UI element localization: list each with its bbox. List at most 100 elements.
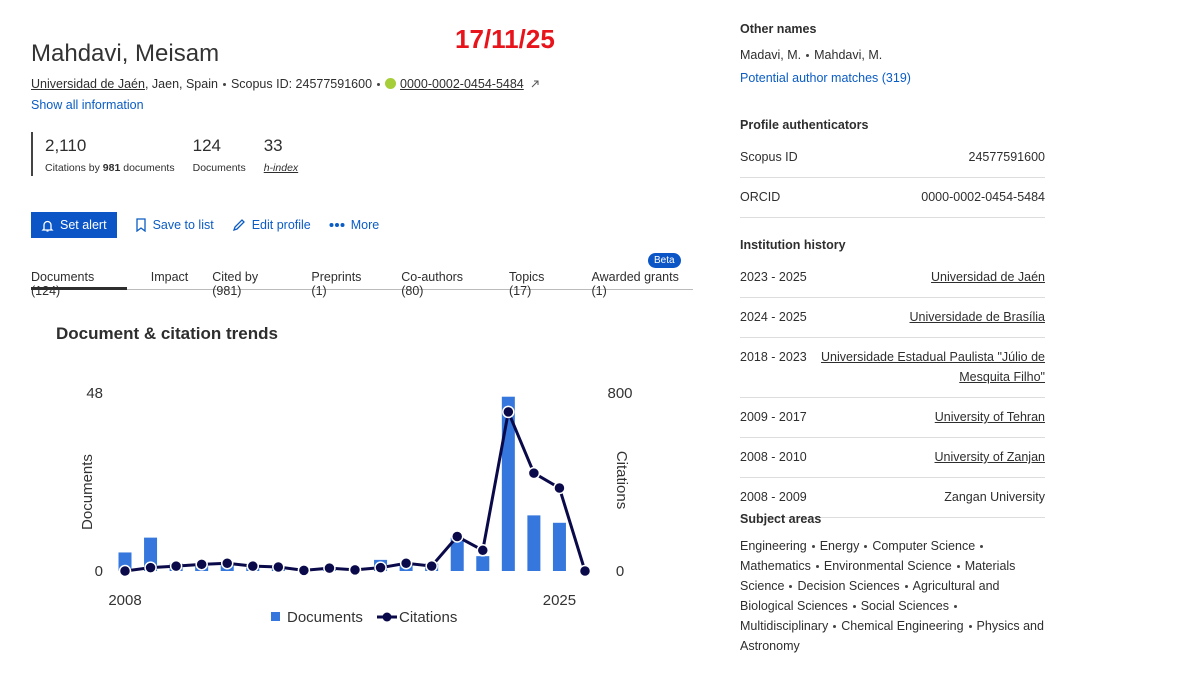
set-alert-button[interactable]: Set alert — [31, 212, 117, 238]
location: , Jaen, Spain — [144, 77, 218, 91]
metric: 33 h-index — [264, 132, 298, 176]
row: Scopus ID 24577591600 — [740, 138, 1045, 178]
metric-value: 33 — [263, 136, 283, 155]
action-label: More — [350, 218, 380, 232]
x-tick-label: 2025 — [543, 592, 576, 609]
line-marker — [527, 466, 541, 480]
metric-count: 981 — [102, 162, 121, 174]
other-name: Madavi, M. — [740, 48, 802, 62]
institution-link[interactable]: University of Tehran — [934, 410, 1045, 424]
bar — [552, 522, 566, 571]
metric-label[interactable]: h-index — [263, 162, 299, 174]
separator — [864, 545, 868, 549]
tab[interactable]: Impact — [150, 270, 189, 284]
line-marker — [502, 405, 515, 419]
institutions: 2023 - 2025 Universidad de Jaén 2024 - 202… — [740, 258, 1045, 518]
y2-tick-label: 0 — [616, 563, 624, 580]
row-label: 2008 - 2010 — [740, 450, 807, 464]
tab[interactable]: Awarded grants (1) — [591, 270, 679, 298]
tab[interactable]: Topics (17) — [509, 270, 545, 298]
button-label: Set alert — [60, 218, 107, 232]
subject: Engineering — [740, 539, 807, 553]
edit-action[interactable]: Edit profile — [232, 218, 311, 232]
metric-value: 124 — [192, 136, 221, 155]
row: 2024 - 2025 Universidade de Brasília — [740, 298, 1045, 338]
subject: Mathematics — [740, 559, 811, 573]
metric-value: 2,110 — [45, 136, 87, 155]
y-tick-label: 48 — [86, 385, 103, 402]
y2-axis-title: Citations — [613, 451, 630, 509]
row: 2009 - 2017 University of Tehran — [740, 398, 1045, 438]
line-marker — [578, 564, 592, 578]
row-label: 2023 - 2025 — [740, 270, 807, 284]
author-matches-link[interactable]: Potential author matches (319) — [740, 71, 911, 85]
metrics: 2,110 Citations by 981 documents 124 Doc… — [31, 132, 298, 176]
separator — [815, 565, 819, 569]
citation-line — [124, 406, 587, 573]
orcid-icon — [385, 78, 397, 89]
line-marker — [323, 561, 336, 575]
separator — [222, 83, 226, 87]
legend-label: Documents — [287, 609, 363, 626]
section-heading: Subject areas — [740, 512, 822, 526]
row-label: 2024 - 2025 — [740, 310, 807, 324]
tabs: Documents (124) Impact Cited by (981) Prepr… — [31, 270, 693, 298]
metric: 2,110 Citations by 981 documents — [45, 132, 175, 176]
subject: Environmental Science — [823, 559, 952, 573]
action-label: Edit profile — [251, 218, 311, 232]
institution-link[interactable]: Universidade Estadual Paulista "Júlio de… — [820, 350, 1045, 384]
metric-label-suffix: documents — [123, 162, 175, 174]
line-marker — [118, 564, 132, 578]
more-action[interactable]: More — [329, 218, 379, 232]
y-axis-title: Documents — [79, 454, 96, 530]
separator — [968, 625, 972, 629]
section-heading: Profile authenticators — [740, 118, 869, 132]
chart: 0 48 0 800 Documents Citations 2008 2025 Documen… — [79, 385, 633, 626]
tab[interactable]: Documents (124) — [31, 270, 127, 298]
actions: Set alert Save to list Edit profile More — [31, 212, 379, 238]
row: 2023 - 2025 Universidad de Jaén — [740, 258, 1045, 298]
separator — [980, 545, 984, 549]
external-icon — [531, 80, 539, 88]
tab[interactable]: Preprints (1) — [311, 270, 362, 298]
tab[interactable]: Co-authors (80) — [401, 270, 464, 298]
row: ORCID 0000-0002-0454-5484 — [740, 178, 1045, 218]
institution-link[interactable]: Universidade de Brasília — [909, 310, 1046, 324]
chart-title: Document & citation trends — [56, 324, 278, 343]
bar — [501, 396, 515, 571]
row-label: ORCID — [740, 190, 781, 204]
separator — [852, 605, 856, 609]
row-label: 2008 - 2009 — [740, 490, 807, 504]
tab[interactable]: Cited by (981) — [212, 270, 259, 298]
show-all-link[interactable]: Show all information — [31, 98, 144, 112]
line-marker — [476, 544, 490, 557]
y2-tick-label: 800 — [607, 385, 632, 402]
line-marker — [425, 559, 438, 573]
row-label: Scopus ID — [740, 150, 798, 164]
bar — [476, 556, 490, 571]
save-action[interactable]: Save to list — [135, 218, 214, 232]
legend-label: Citations — [399, 609, 457, 626]
separator — [953, 605, 957, 609]
row-label: 2009 - 2017 — [740, 410, 807, 424]
bell-icon — [41, 220, 54, 232]
line-marker — [553, 481, 566, 495]
subject: Physics and Astronomy — [740, 619, 1044, 653]
metric-label: Citations by 981 documents — [45, 162, 175, 174]
separator — [377, 83, 381, 87]
line-marker — [220, 556, 234, 570]
subject: Materials Science — [740, 559, 1016, 593]
institution-link: Zangan University — [944, 490, 1045, 504]
institution-link[interactable]: University of Zanjan — [934, 450, 1045, 464]
scopus-id: Scopus ID: 24577591600 — [230, 77, 373, 91]
orcid-link[interactable]: 0000-0002-0454-5484 — [400, 77, 524, 91]
institution-link[interactable]: Universidad de Jaén — [931, 270, 1045, 284]
pencil-icon — [232, 219, 245, 232]
section-heading: Other names — [740, 22, 817, 36]
section-heading: Institution history — [740, 238, 846, 252]
row: 2018 - 2023 Universidade Estadual Paulist… — [740, 338, 1045, 398]
y-tick-label: 0 — [95, 563, 103, 580]
affiliation-link[interactable]: Universidad de Jaén — [31, 77, 145, 91]
x-tick-label: 2008 — [108, 592, 141, 609]
legend-swatch — [271, 612, 280, 621]
